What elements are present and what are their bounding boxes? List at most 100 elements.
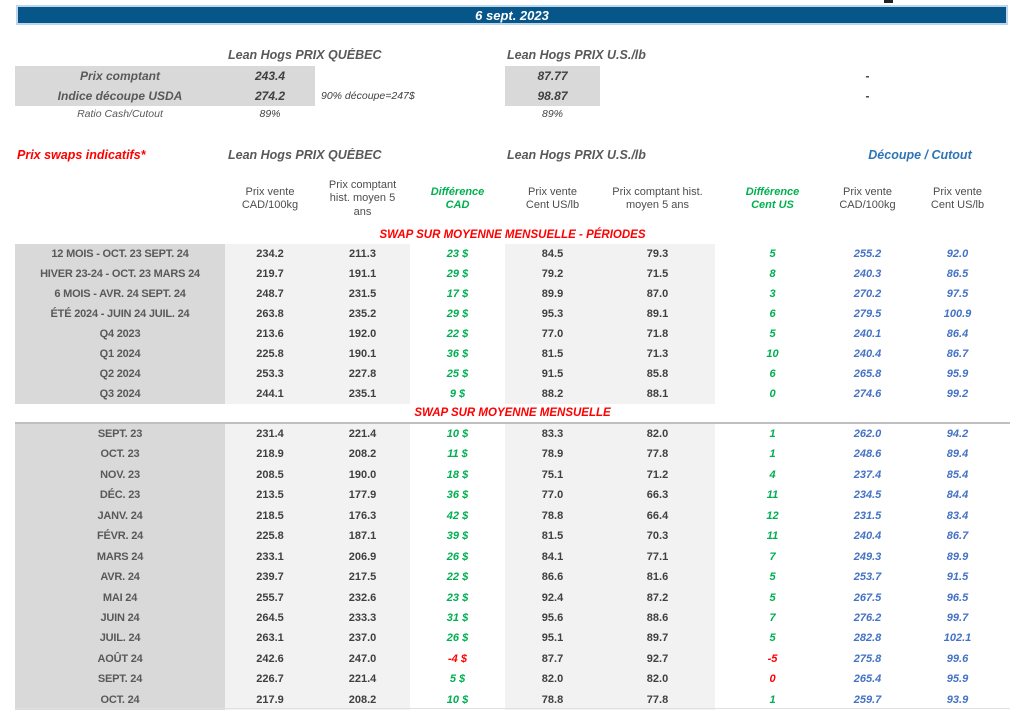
table-row: FÉVR. 24 225.8 187.1 39 $ 81.5 70.3 11 2… [15,526,1010,547]
table-row: MAI 24 255.7 232.6 23 $ 92.4 87.2 5 267.… [15,587,1010,608]
prix-vente-cad: 225.8 [225,344,315,364]
prix-vente-cad: 234.2 [225,244,315,264]
cutout-prix-vente-cad: 274.6 [853,388,882,400]
col-header-prix-vente-cad: Prix vente CAD/100kg [241,185,299,212]
difference-cad: 9 $ [449,388,466,400]
row-label: DÉC. 23 [15,485,225,506]
section-title-periodes: SWAP SUR MOYENNE MENSUELLE - PÉRIODES [379,229,646,241]
difference-cent-us: -5 [767,652,778,665]
cutout-prix-vente-cad: 270.2 [853,288,882,300]
spot-headers-row: Lean Hogs PRIX QUÉBEC Lean Hogs PRIX U.S… [15,48,1010,64]
cutout-prix-vente-cad: 237.4 [853,468,882,481]
row-label: MAI 24 [15,587,225,608]
prix-vente-cent-us: 75.1 [505,464,600,486]
prix-vente-cad: 248.7 [225,284,315,304]
prix-vente-cad: 242.6 [225,648,315,670]
table-row: SEPT. 24 226.7 221.4 5 $ 82.0 82.0 0 265… [15,669,1010,690]
comptant-hist-cad: 192.0 [315,324,410,344]
difference-cad: 26 $ [446,550,469,563]
difference-cad: 36 $ [446,348,469,360]
comptant-hist-cad: 221.4 [315,669,410,690]
cutout-prix-vente-cad: 255.2 [853,248,882,260]
spot-us-value: 98.87 [505,86,600,106]
table-row: Q1 2024 225.8 190.1 36 $ 81.5 71.3 10 24… [15,344,1010,364]
comptant-hist-us: 92.7 [600,648,715,670]
prix-vente-cad: 233.1 [225,546,315,568]
comptant-hist-cad: 206.9 [315,546,410,568]
difference-cent-us: 5 [769,328,776,340]
prix-vente-cent-us: 83.3 [505,424,600,445]
prix-vente-cent-us: 78.8 [505,689,600,711]
difference-cad: 29 $ [446,308,469,320]
cutout-prix-vente-us: 99.6 [946,652,969,665]
comptant-hist-us: 66.4 [600,505,715,527]
difference-cad: 5 $ [449,673,466,686]
prix-vente-cent-us: 79.2 [505,264,600,284]
swaps-quebec-header: Lean Hogs PRIX QUÉBEC [228,148,382,162]
spot-quebec-value: 243.4 [225,66,315,86]
comptant-hist-us: 88.1 [600,384,715,404]
spot-us-value: 89% [541,108,563,120]
cutout-prix-vente-us: 97.5 [946,288,969,300]
table-row: SEPT. 23 231.4 221.4 10 $ 83.3 82.0 1 26… [15,424,1010,445]
prix-vente-cad: 253.3 [225,364,315,384]
cutout-prix-vente-us: 86.7 [946,348,969,360]
cutout-prix-vente-us: 89.9 [946,550,969,563]
difference-cent-us: 11 [766,489,779,502]
prix-vente-cad: 226.7 [225,669,315,690]
section-title-mensuelle: SWAP SUR MOYENNE MENSUELLE [414,407,611,419]
prix-vente-cad: 244.1 [225,384,315,404]
difference-cad: 11 $ [447,448,468,461]
prix-vente-cad: 225.8 [225,526,315,547]
spot-row-label: Indice découpe USDA [15,86,225,106]
difference-cad: 25 $ [446,368,469,380]
cutout-prix-vente-cad: 240.1 [853,328,882,340]
comptant-hist-us: 82.0 [600,669,715,690]
cutout-prix-vente-cad: 282.8 [853,632,882,645]
decoupe-note: 90% découpe=247$ [321,90,415,102]
comptant-hist-us: 89.7 [600,628,715,649]
table-row: Q4 2023 213.6 192.0 22 $ 77.0 71.8 5 240… [15,324,1010,344]
swaps-title: Prix swaps indicatifs* [17,148,146,162]
difference-cent-us: 0 [769,673,776,686]
prix-vente-cad: 213.5 [225,485,315,506]
table-row: Q3 2024 244.1 235.1 9 $ 88.2 88.1 0 274.… [15,384,1010,404]
table-row: AVR. 24 239.7 217.5 22 $ 86.6 81.6 5 253… [15,567,1010,588]
row-label: JUIL. 24 [15,628,225,649]
swaps-us-header: Lean Hogs PRIX U.S./lb [507,148,646,162]
prix-vente-cent-us: 82.0 [505,669,600,690]
cutout-prix-vente-cad: 275.8 [853,652,882,665]
cutout-prix-vente-us: 86.7 [946,530,969,543]
prix-vente-cad: 218.9 [225,444,315,465]
cutout-prix-vente-us: 85.4 [946,468,969,481]
comptant-hist-cad: 237.0 [315,628,410,649]
cutout-prix-vente-cad: 276.2 [853,611,882,624]
cutout-prix-vente-cad: 240.4 [853,348,882,360]
prix-vente-cent-us: 81.5 [505,344,600,364]
comptant-hist-cad: 191.1 [315,264,410,284]
table-row: OCT. 23 218.9 208.2 11 $ 78.9 77.8 1 248… [15,444,1010,465]
cutout-prix-vente-us: 94.2 [946,428,969,440]
difference-cent-us: 7 [769,611,776,624]
prix-vente-cent-us: 78.8 [505,505,600,527]
difference-cad: 36 $ [446,489,469,502]
row-label: AVR. 24 [15,567,225,588]
table-row: NOV. 23 208.5 190.0 18 $ 75.1 71.2 4 237… [15,464,1010,486]
prix-vente-cent-us: 91.5 [505,364,600,384]
comptant-hist-cad: 211.3 [315,244,410,264]
cutout-prix-vente-us: 95.9 [946,368,969,380]
prix-vente-cent-us: 84.1 [505,546,600,568]
cutout-prix-vente-us: 93.9 [946,693,969,706]
comptant-hist-cad: 190.1 [315,344,410,364]
spot-row-label: Ratio Cash/Cutout [77,108,163,120]
prix-vente-cad: 264.5 [225,607,315,629]
prix-vente-cad: 219.7 [225,264,315,284]
spot-quebec-value: 89% [259,108,281,120]
difference-cad: 22 $ [446,328,469,340]
prix-vente-cent-us: 81.5 [505,526,600,547]
difference-cad: 10 $ [446,428,469,440]
difference-cent-us: 0 [769,388,776,400]
difference-cad: 42 $ [446,509,469,522]
row-label: AOÛT 24 [15,648,225,670]
cutout-prix-vente-cad: 231.5 [853,509,882,522]
